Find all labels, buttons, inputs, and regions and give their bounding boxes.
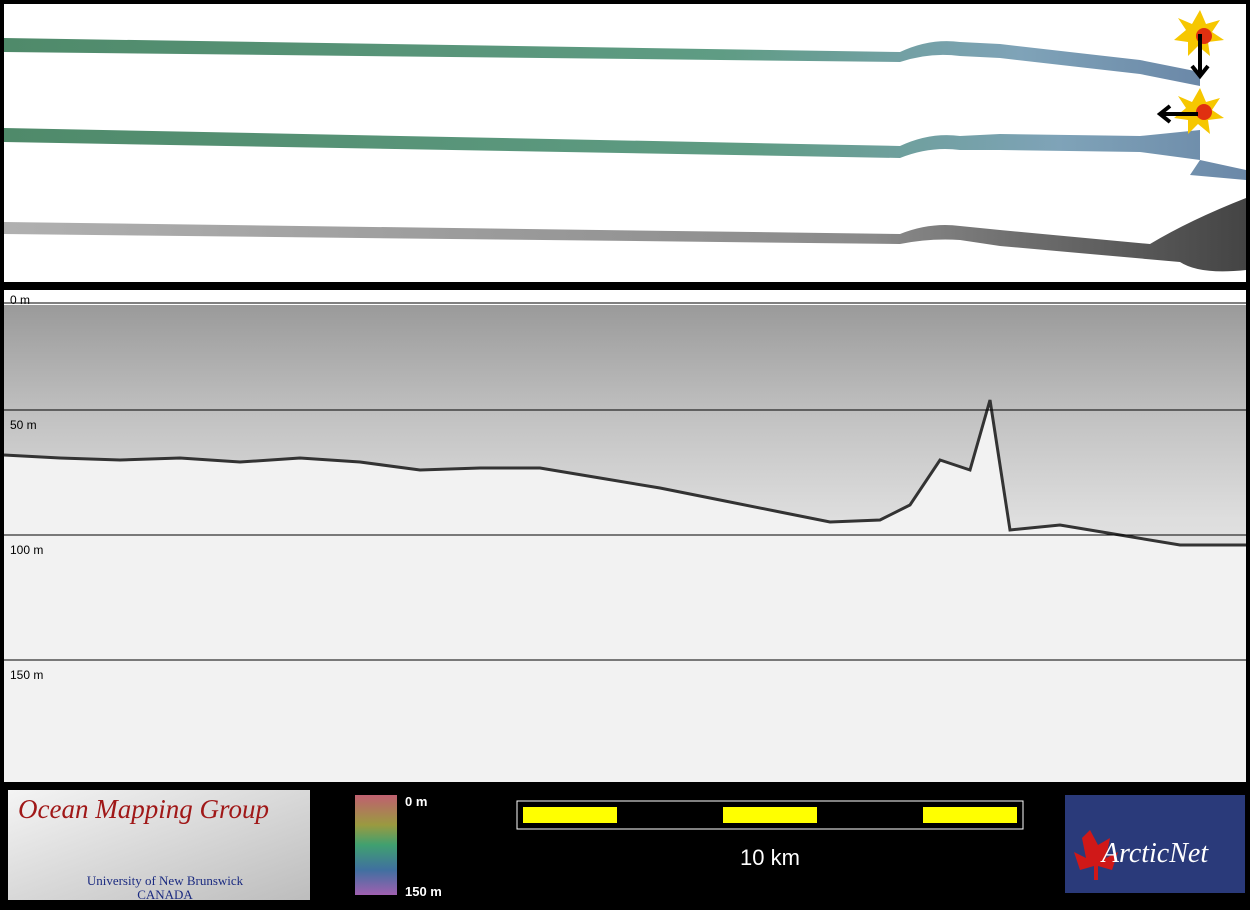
- depth-label: 150 m: [10, 668, 43, 682]
- colorbar-label: 150 m: [405, 884, 442, 899]
- depth-label: 0 m: [10, 293, 30, 307]
- seabed-echo: [3, 399, 1246, 547]
- logo-text: University of New Brunswick: [87, 873, 244, 888]
- logo-title: Ocean Mapping Group: [18, 794, 269, 824]
- logo-text: CANADA: [137, 887, 193, 902]
- scale-segment: [923, 807, 1017, 823]
- scale-segment: [523, 807, 617, 823]
- depth-label: 100 m: [10, 543, 43, 557]
- logo-title: ArcticNet: [1100, 838, 1209, 869]
- direction-arrow: [1156, 34, 1210, 124]
- swath: [4, 128, 1246, 180]
- colorbar: [355, 795, 397, 895]
- scale-label: 10 km: [740, 845, 800, 870]
- scale-segment: [723, 807, 817, 823]
- colorbar-label: 0 m: [405, 794, 427, 809]
- depth-label: 50 m: [10, 418, 37, 432]
- swath: [4, 38, 1200, 86]
- maple-leaf: [1074, 830, 1118, 880]
- sub-bottom: [4, 400, 1246, 782]
- omg-logo: [8, 790, 310, 900]
- swath: [4, 198, 1246, 272]
